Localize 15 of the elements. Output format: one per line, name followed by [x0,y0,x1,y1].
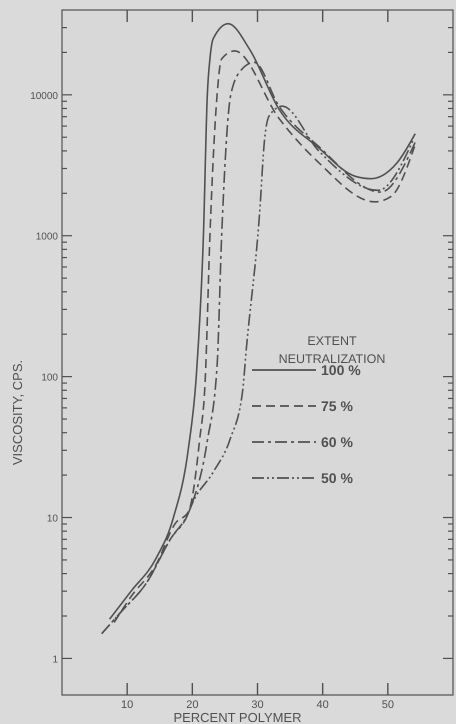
legend-label: 50 % [321,470,354,486]
x-tick-label: 40 [316,699,329,711]
y-tick-label: 1000 [36,232,58,243]
legend-label: 75 % [321,398,354,414]
x-tick-label: 10 [121,699,134,711]
x-tick-label: 20 [186,699,198,711]
x-tick-label: 30 [251,699,264,711]
legend-label: 60 % [321,434,354,450]
y-tick-label: 1 [52,654,58,666]
x-tick-label: 50 [382,699,394,711]
x-axis-title: PERCENT POLYMER [173,710,302,724]
y-tick-label: 10 [46,514,58,525]
y-tick-label: 100 [41,372,58,384]
y-axis-title: VISCOSITY, CPS. [10,360,25,466]
y-tick-label: 10000 [30,90,58,102]
